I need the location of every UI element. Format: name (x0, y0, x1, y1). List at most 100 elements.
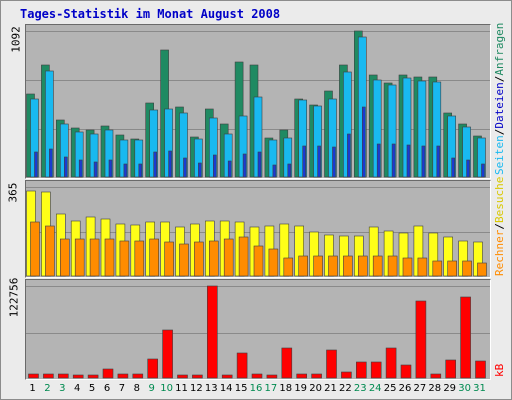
kb-bar (266, 374, 278, 379)
x-tick-label: 30 (458, 383, 471, 394)
x-axis-labels: 1 2 3 4 5 6 7 8 9 10 11 12 13 14 15 16 17 18 19 20 21 22 23 24 2… (0, 383, 512, 397)
seiten-bar (213, 154, 217, 178)
seiten-bar (78, 159, 83, 178)
x-tick-label: 22 (339, 383, 352, 394)
rechner-bar (89, 238, 100, 277)
x-tick-label: 16 (249, 383, 263, 394)
kb-bar (400, 364, 412, 379)
kb-bar (445, 359, 457, 379)
kb-bar (177, 374, 188, 379)
rechner-bar (283, 257, 294, 277)
seiten-bar (302, 145, 307, 178)
seiten-bar (332, 146, 336, 178)
seiten-bar (481, 163, 485, 178)
rechner-bar (313, 255, 323, 277)
rechner-bar (402, 257, 413, 277)
x-tick-label: 29 (443, 383, 457, 394)
kb-bar (475, 360, 486, 379)
legend-hits: Seiten/Dateien/Anfragen (493, 23, 506, 175)
x-tick-label: 9 (148, 383, 155, 394)
visits-hosts-chart (26, 187, 490, 277)
seiten-bar (272, 164, 277, 178)
seiten-bar (93, 161, 98, 178)
rechner-bar (134, 240, 145, 277)
kb-bar (236, 352, 248, 379)
legend-sep-1: / (493, 128, 506, 136)
rechner-bar (462, 260, 472, 277)
x-tick-label: 2 (44, 383, 51, 394)
legend-kb: kB (493, 364, 506, 377)
legend-sep-3: / (493, 223, 506, 230)
seiten-bar (391, 143, 396, 178)
rechner-bar (253, 245, 264, 277)
seiten-bar (287, 163, 292, 178)
x-tick-label: 1 (29, 383, 36, 394)
kb-bar (296, 373, 308, 379)
rechner-bar (164, 241, 174, 277)
kb-bar (162, 329, 173, 379)
kb-bar (430, 373, 442, 379)
kb-bar (147, 358, 158, 379)
kb-bar (192, 374, 203, 379)
seiten-bar (123, 163, 128, 178)
x-tick-label: 17 (264, 383, 278, 394)
rechner-bar (432, 260, 443, 277)
x-tick-label: 31 (473, 383, 486, 394)
x-tick-label: 12 (190, 383, 203, 394)
kb-bar (341, 371, 352, 379)
rechner-bar (357, 255, 368, 277)
x-tick-label: 6 (103, 383, 111, 394)
hits-files-pages-chart (26, 30, 490, 178)
rechner-bar (59, 238, 70, 277)
seiten-bar (421, 145, 426, 178)
rechner-bar (209, 240, 219, 277)
x-tick-label: 14 (219, 383, 233, 394)
chart-title: Tages-Statistik im Monat August 2008 (20, 7, 281, 21)
x-tick-label: 11 (175, 383, 188, 394)
x-tick-label: 24 (368, 383, 382, 394)
x-tick-label: 8 (133, 383, 140, 394)
seiten-bar (347, 133, 351, 178)
kb-bar (87, 374, 99, 379)
kb-bar (43, 373, 54, 379)
seiten-bar (153, 151, 157, 178)
legend-besuche: Besuche (493, 176, 506, 224)
rechner-bar (447, 260, 458, 277)
legend-kb-label: kB (493, 363, 506, 377)
kb-bar (281, 347, 293, 379)
kb-bar (221, 374, 233, 379)
x-tick-label: 19 (294, 383, 308, 394)
x-tick-label: 3 (59, 383, 66, 394)
x-tick-label: 4 (74, 383, 81, 394)
kb-bar (57, 373, 69, 379)
kb-bar (460, 296, 471, 379)
seiten-bar (361, 106, 366, 178)
x-tick-label: 7 (118, 383, 126, 394)
rechner-bar (387, 255, 398, 277)
rechner-bar (477, 262, 487, 277)
x-tick-label: 26 (398, 383, 412, 394)
seiten-bar (34, 151, 38, 178)
seiten-bar (436, 145, 441, 178)
seiten-bar (138, 163, 143, 178)
legend-rechner: Rechner (493, 229, 506, 276)
rechner-bar (74, 238, 85, 277)
seiten-bar (49, 148, 53, 178)
rechner-bar (179, 243, 189, 277)
hits-files-pages-panel (25, 24, 491, 179)
visits-ymax-label: 365 (6, 182, 20, 203)
rechner-bar (238, 236, 249, 277)
rechner-bar (104, 238, 115, 277)
kb-bar (207, 285, 218, 379)
seiten-bar (183, 157, 187, 178)
kb-bar (117, 373, 129, 379)
x-tick-label: 5 (88, 383, 96, 394)
rechner-bar (328, 255, 338, 277)
seiten-bar (466, 159, 470, 178)
seiten-bar (257, 151, 262, 178)
x-tick-label: 21 (324, 383, 337, 394)
x-tick-label: 28 (428, 383, 442, 394)
seiten-bar (317, 145, 321, 178)
rechner-bar (149, 238, 159, 277)
seiten-bar (376, 143, 381, 178)
